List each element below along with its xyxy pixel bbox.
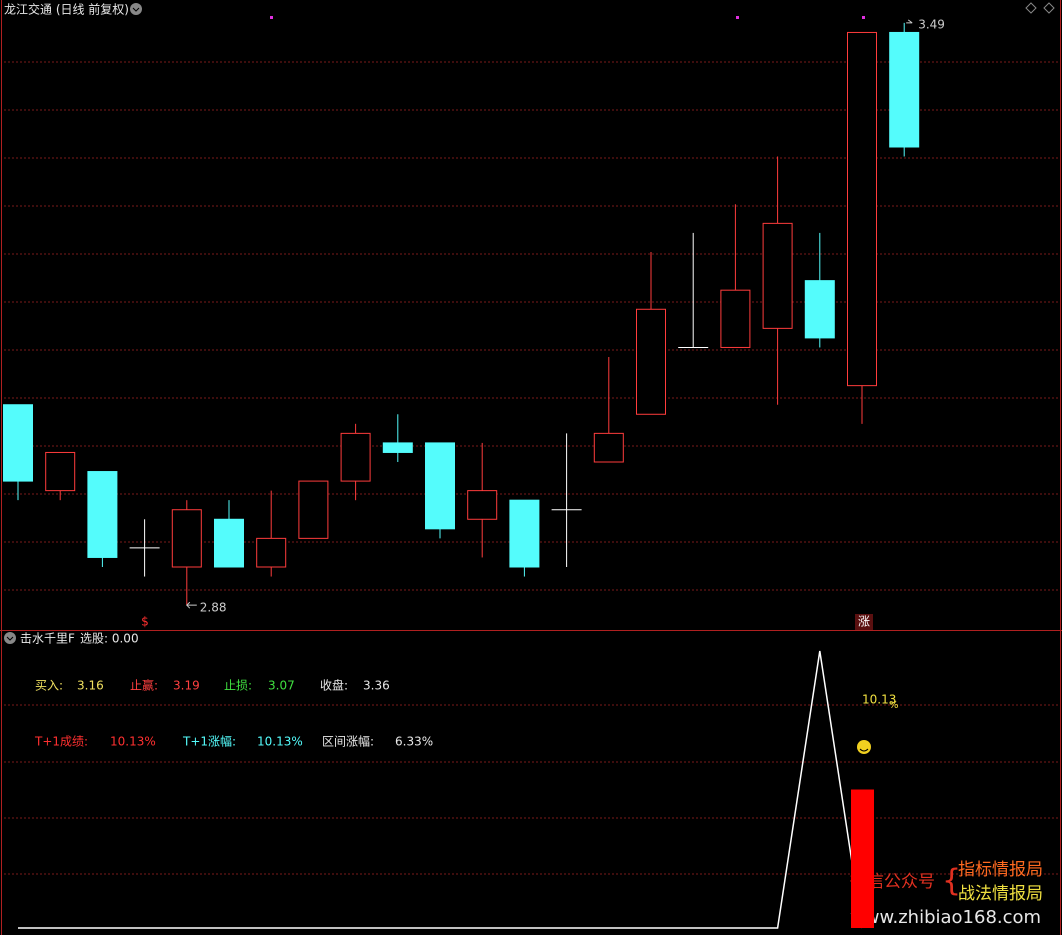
- peak-label: 10.13: [862, 693, 896, 707]
- indicator-bar: [851, 789, 874, 928]
- watermark-line1: 指标情报局: [958, 860, 1043, 880]
- diamond-icon[interactable]: [1025, 2, 1037, 14]
- stat-label: T+1成绩:: [34, 735, 88, 749]
- stat-label: 区间涨幅:: [322, 734, 374, 749]
- stat-label: 止损:: [224, 679, 252, 693]
- stat-value: 3.16: [77, 679, 104, 693]
- candle-body: [298, 480, 329, 539]
- candle-body: [593, 432, 624, 463]
- candle-body: [847, 31, 877, 387]
- watermark-brace: {: [942, 864, 961, 899]
- smiley-mouth: [859, 748, 869, 752]
- stat-label: 买入:: [35, 679, 63, 693]
- candle-body: [762, 222, 793, 329]
- diamond-icon[interactable]: [1043, 2, 1055, 14]
- watermark-url: www.zhibiao168.com: [850, 907, 1041, 928]
- candle-body: [256, 537, 287, 568]
- stat-label: T+1涨幅:: [182, 734, 236, 749]
- candle-body: [87, 471, 118, 558]
- candle-body: [509, 499, 540, 568]
- high-label: 3.49: [918, 17, 945, 31]
- stat-value: 10.13%: [257, 735, 303, 749]
- chart-title: 龙江交通 (日线 前复权): [4, 2, 129, 17]
- signal-dot: [736, 16, 739, 19]
- stat-value: 3.19: [173, 679, 200, 693]
- stat-label: 止赢:: [130, 678, 158, 693]
- menu-icon[interactable]: [4, 632, 16, 644]
- low-arrow: [186, 601, 197, 609]
- indicator-line: [18, 650, 863, 929]
- watermark-line2: 战法情报局: [958, 884, 1043, 904]
- stat-value: 3.36: [363, 679, 390, 693]
- candle-body: [804, 280, 835, 339]
- menu-icon[interactable]: [130, 3, 142, 15]
- stat-label: 收盘:: [320, 678, 348, 693]
- candle-body: [171, 509, 202, 568]
- indicator-subtitle: 选股: 0.00: [80, 632, 139, 646]
- high-arrow: [906, 19, 913, 24]
- buy-signal: $: [141, 615, 149, 629]
- limit-signal: 涨: [858, 614, 870, 629]
- low-label: 2.88: [200, 601, 227, 615]
- indicator-title: 击水千里F: [20, 632, 75, 646]
- stat-value: 3.07: [268, 679, 295, 693]
- candle-body: [382, 442, 413, 453]
- candle-body: [45, 451, 76, 492]
- menu-icon-chevron: [6, 636, 14, 641]
- limit-signal-bg: [855, 614, 873, 630]
- peak-unit: %: [889, 700, 899, 711]
- candle-body: [214, 518, 244, 568]
- candle-body: [720, 289, 751, 348]
- menu-icon-chevron: [132, 7, 140, 12]
- smiley: [857, 740, 871, 754]
- candle-body: [636, 308, 666, 415]
- candle-body: [889, 31, 920, 148]
- candle-body: [340, 432, 371, 482]
- candle-body: [467, 490, 498, 520]
- stat-value: 6.33%: [395, 735, 433, 749]
- candle-body: [3, 404, 33, 482]
- signal-dot: [270, 16, 273, 19]
- stat-value: 10.13%: [110, 735, 156, 749]
- candle-body: [425, 442, 455, 530]
- signal-dot: [862, 16, 865, 19]
